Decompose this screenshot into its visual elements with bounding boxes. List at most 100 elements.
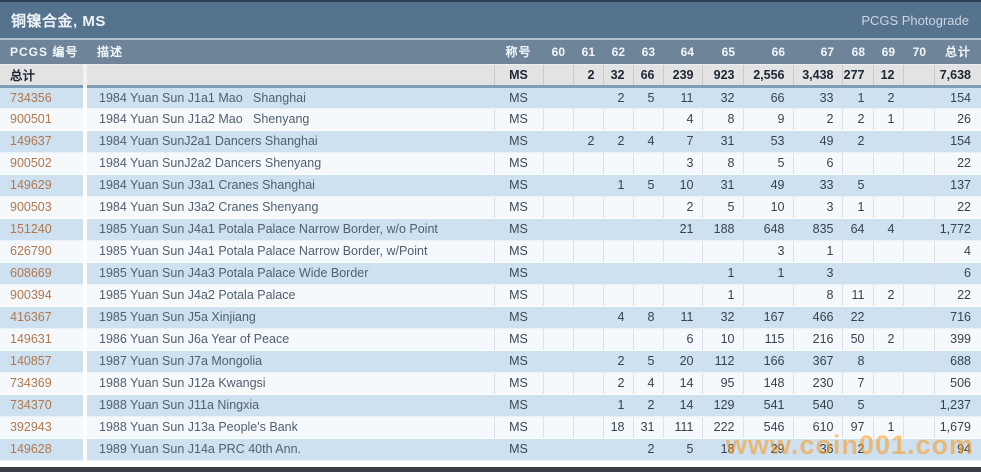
grade-count-cell xyxy=(602,152,633,175)
pcgs-number-link[interactable]: 416367 xyxy=(0,306,85,329)
table-row: 900501 1984 Yuan Sun J1a2 Mao Shenyang MS 4… xyxy=(0,108,981,131)
grade-count-cell xyxy=(902,438,934,461)
grade-count-cell xyxy=(572,328,603,351)
grade-count-cell xyxy=(872,438,903,461)
grade-count-cell xyxy=(902,394,934,417)
grade-count-cell xyxy=(542,240,573,263)
grade-count-cell xyxy=(602,262,633,285)
grade-column-header: 67 xyxy=(793,40,842,65)
grade-count-cell: 33 xyxy=(792,86,842,109)
grade-count-cell: 8 xyxy=(792,284,842,307)
grade-count-cell: 2 xyxy=(841,438,873,461)
grade-count-cell xyxy=(632,218,663,241)
grade-count-cell: 546 xyxy=(742,416,793,439)
grade-count-cell: 2 xyxy=(632,438,663,461)
grade-count-cell: 18 xyxy=(602,416,633,439)
row-total-cell: 22 xyxy=(933,284,981,307)
designation-cell: MS xyxy=(493,174,543,197)
grade-count-cell xyxy=(542,152,573,175)
grade-count-cell xyxy=(902,130,934,153)
grade-count-cell: 1 xyxy=(841,86,873,109)
grade-count-cell: 6 xyxy=(662,328,702,351)
grade-count-cell: 188 xyxy=(701,218,743,241)
table-row: 392943 1988 Yuan Sun J13a People's Bank MS… xyxy=(0,416,981,439)
grade-count-cell: 8 xyxy=(701,152,743,175)
pcgs-number-link[interactable]: 149631 xyxy=(0,328,85,351)
pcgs-number-link[interactable]: 900394 xyxy=(0,284,85,307)
table-row: 149629 1984 Yuan Sun J3a1 Cranes Shanghai… xyxy=(0,174,981,197)
grade-count-cell: 5 xyxy=(632,174,663,197)
grade-count-cell xyxy=(632,196,663,219)
grade-count-cell: 8 xyxy=(632,306,663,329)
grade-count-cell: 5 xyxy=(662,438,702,461)
pcgs-number-link[interactable]: 900503 xyxy=(0,196,85,219)
grade-count-cell xyxy=(572,152,603,175)
totals-designation: MS xyxy=(493,64,543,88)
grade-count-cell xyxy=(542,328,573,351)
table-row: 149628 1989 Yuan Sun J14a PRC 40th Ann. MS… xyxy=(0,438,981,461)
coin-description: 1988 Yuan Sun J13a People's Bank xyxy=(83,416,494,439)
grade-count-cell: 222 xyxy=(701,416,743,439)
table-bottom-border xyxy=(0,467,981,472)
designation-cell: MS xyxy=(493,394,543,417)
grade-count-cell xyxy=(602,218,633,241)
designation-cell: MS xyxy=(493,152,543,175)
grade-count-cell xyxy=(902,416,934,439)
grade-count-cell: 11 xyxy=(662,306,702,329)
grade-count-cell: 5 xyxy=(701,196,743,219)
population-table: PCGS 编号 描述 称号 60 61 62 63 64 65 66 67 68 69 70 总计 总… xyxy=(0,40,981,461)
pcgs-number-link[interactable]: 734356 xyxy=(0,86,85,109)
table-row: 608669 1985 Yuan Sun J4a3 Potala Palace W… xyxy=(0,262,981,285)
coin-description: 1987 Yuan Sun J7a Mongolia xyxy=(83,350,494,373)
designation-cell: MS xyxy=(493,108,543,131)
grade-count-cell xyxy=(902,328,934,351)
row-total-cell: 4 xyxy=(933,240,981,263)
grade-count-cell: 11 xyxy=(662,86,702,109)
pcgs-number-link[interactable]: 608669 xyxy=(0,262,85,285)
grade-count-cell xyxy=(572,108,603,131)
pcgs-number-link[interactable]: 149628 xyxy=(0,438,85,461)
totals-grade-count xyxy=(542,64,573,88)
grade-count-cell xyxy=(872,196,903,219)
pcgs-number-link[interactable]: 140857 xyxy=(0,350,85,373)
grade-count-cell xyxy=(872,130,903,153)
pcgs-number-link[interactable]: 900502 xyxy=(0,152,85,175)
pcgs-number-link[interactable]: 151240 xyxy=(0,218,85,241)
pcgs-number-link[interactable]: 626790 xyxy=(0,240,85,263)
grade-count-cell xyxy=(662,240,702,263)
grade-count-cell: 1 xyxy=(872,416,903,439)
grade-count-cell: 1 xyxy=(602,394,633,417)
grade-count-cell xyxy=(841,262,873,285)
totals-grand-total: 7,638 xyxy=(933,64,981,88)
totals-grade-count: 277 xyxy=(841,64,873,88)
grade-count-cell: 610 xyxy=(792,416,842,439)
pcgs-number-link[interactable]: 900501 xyxy=(0,108,85,131)
grade-count-cell xyxy=(902,262,934,285)
totals-label: 总计 xyxy=(0,64,85,88)
coin-description: 1984 Yuan Sun J1a1 Mao Shanghai xyxy=(83,86,494,109)
grade-count-cell: 36 xyxy=(792,438,842,461)
pcgs-number-link[interactable]: 734369 xyxy=(0,372,85,395)
photograde-link[interactable]: PCGS Photograde xyxy=(861,12,969,28)
pcgs-number-link[interactable]: 149629 xyxy=(0,174,85,197)
pcgs-number-link[interactable]: 734370 xyxy=(0,394,85,417)
grade-count-cell: 2 xyxy=(602,372,633,395)
designation-cell: MS xyxy=(493,372,543,395)
table-row: 626790 1985 Yuan Sun J4a1 Potala Palace N… xyxy=(0,240,981,263)
grade-count-cell: 4 xyxy=(662,108,702,131)
coin-description: 1988 Yuan Sun J12a Kwangsi xyxy=(83,372,494,395)
grade-count-cell: 53 xyxy=(742,130,793,153)
pcgs-number-link[interactable]: 149637 xyxy=(0,130,85,153)
coin-description: 1985 Yuan Sun J4a2 Potala Palace xyxy=(83,284,494,307)
grade-count-cell xyxy=(572,284,603,307)
grade-count-cell: 2 xyxy=(602,130,633,153)
grade-count-cell: 9 xyxy=(742,108,793,131)
grade-count-cell xyxy=(872,306,903,329)
grade-count-cell xyxy=(542,108,573,131)
grade-count-cell: 166 xyxy=(742,350,793,373)
grade-count-cell: 31 xyxy=(701,130,743,153)
grade-count-cell: 367 xyxy=(792,350,842,373)
pcgs-number-link[interactable]: 392943 xyxy=(0,416,85,439)
totals-grade-count: 2 xyxy=(572,64,603,88)
